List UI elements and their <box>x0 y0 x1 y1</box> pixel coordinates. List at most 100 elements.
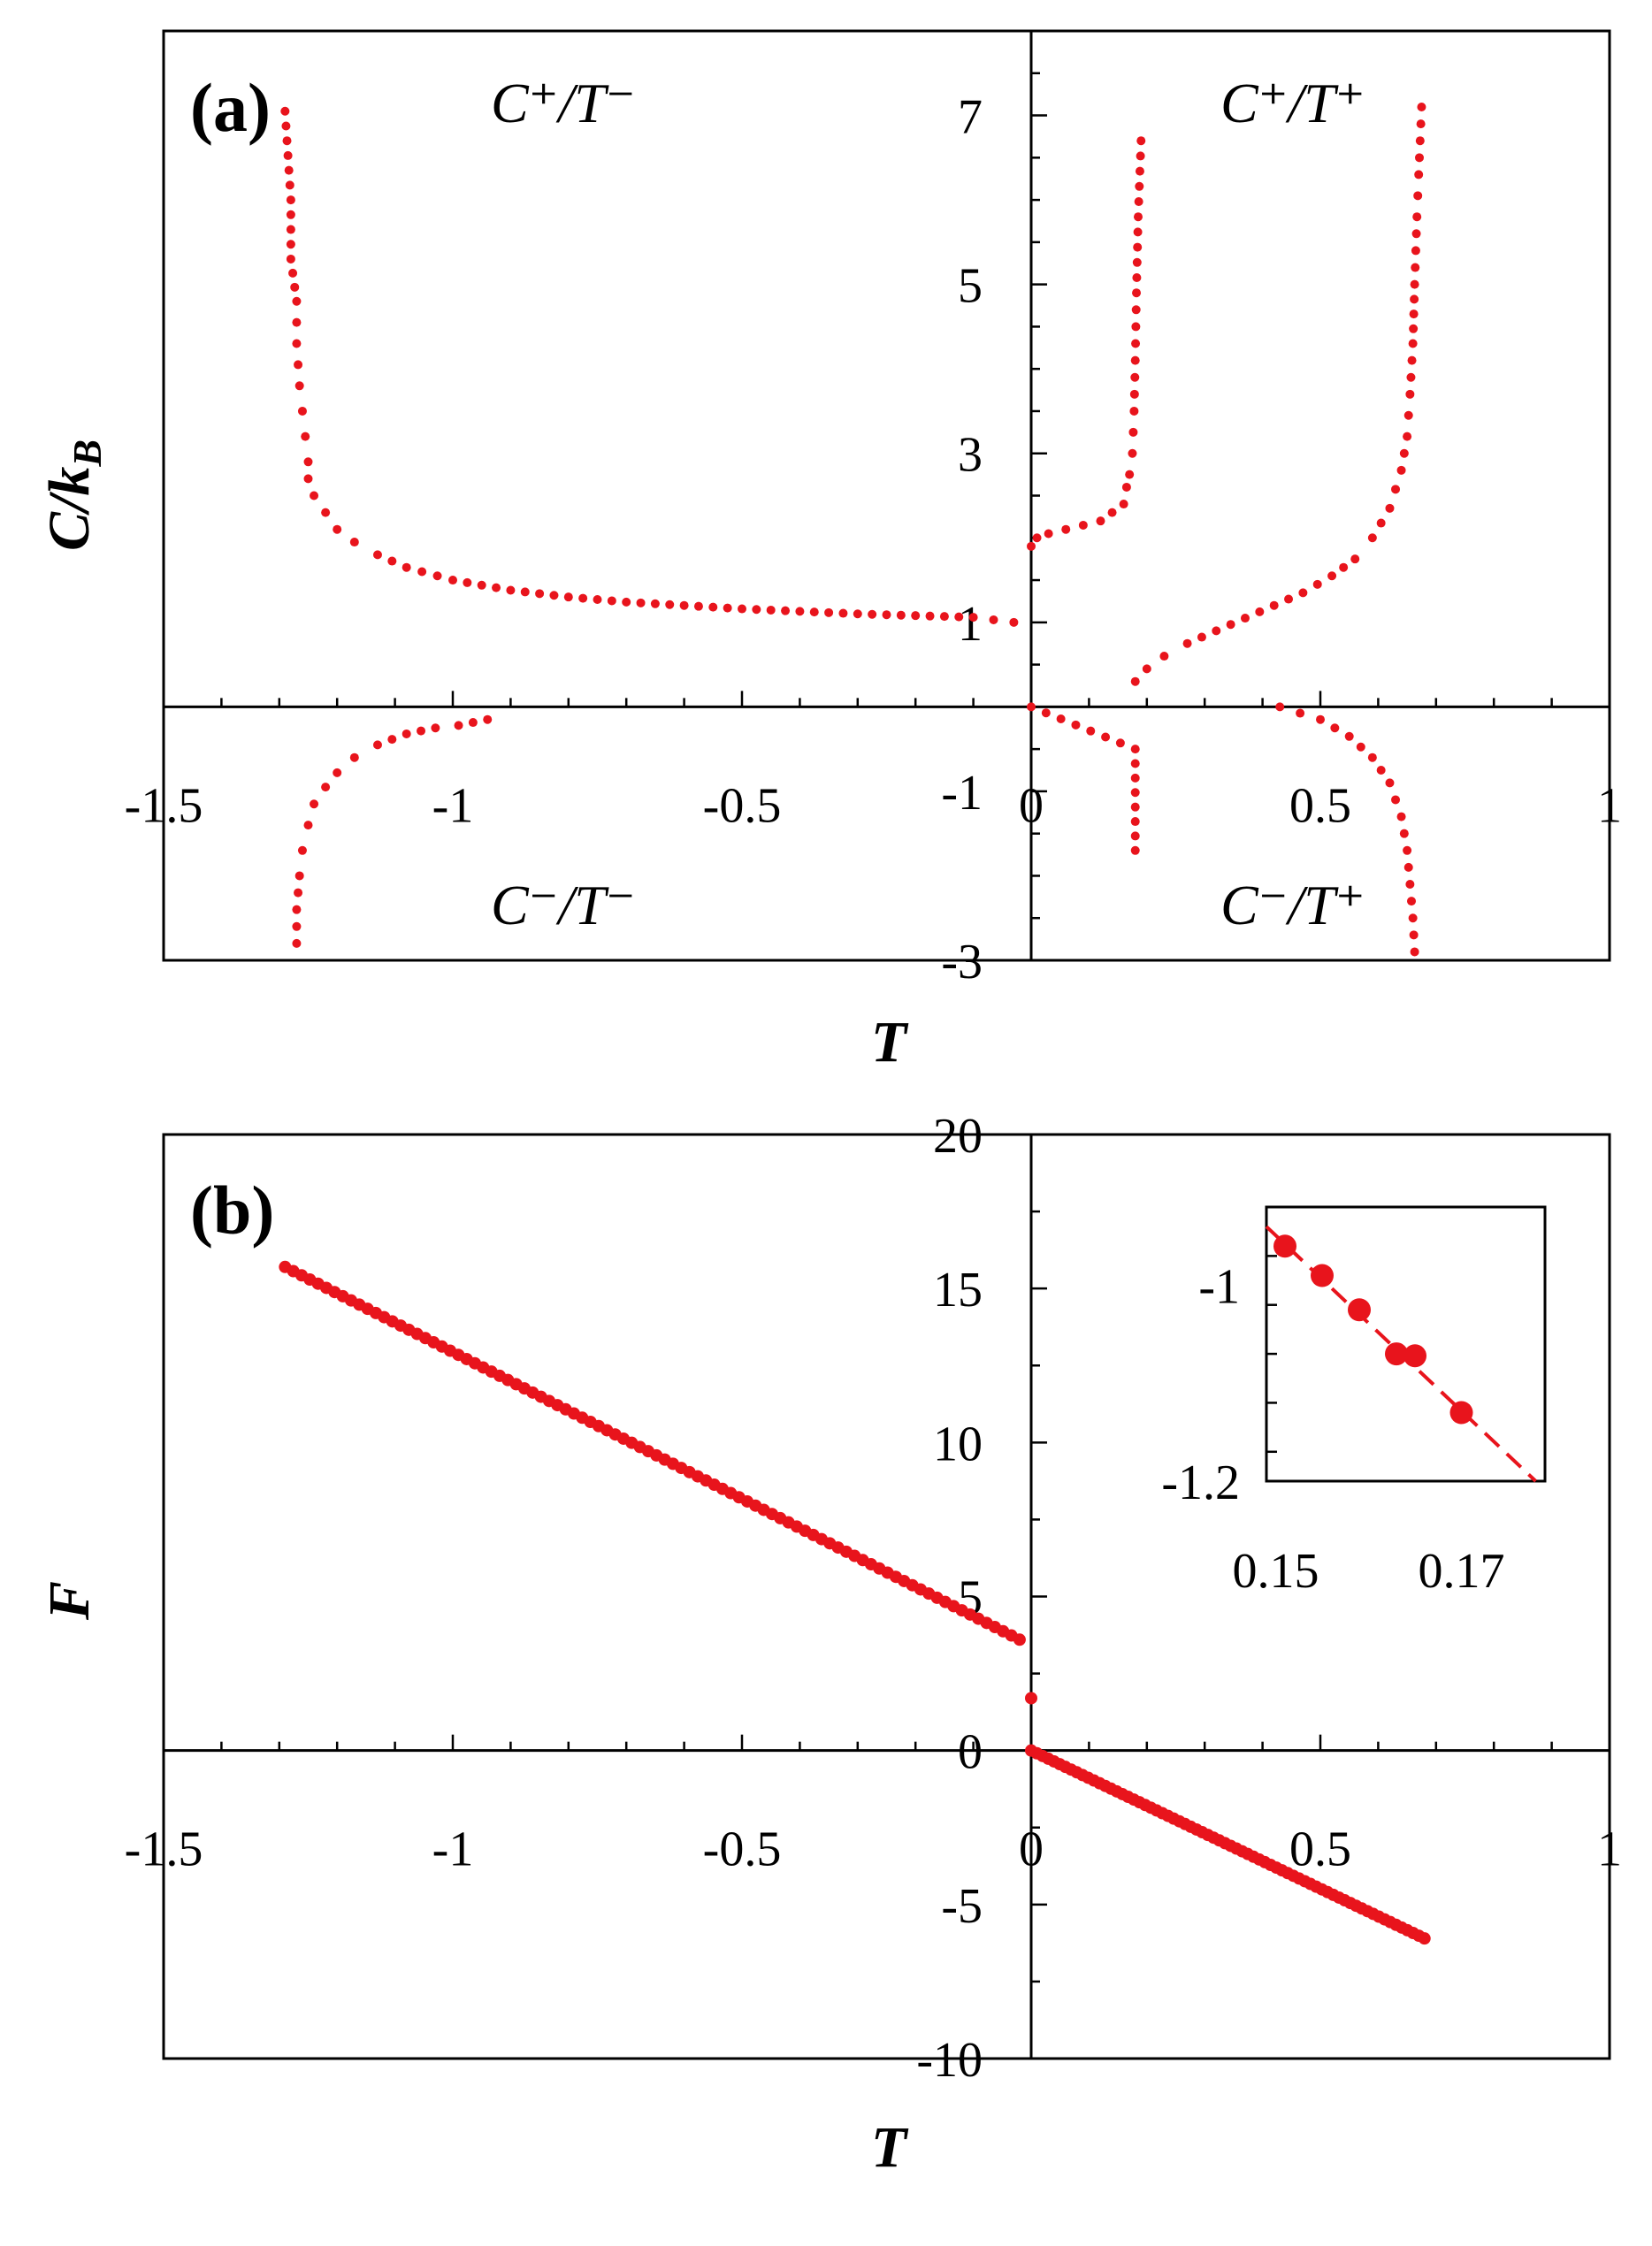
data-point <box>294 871 304 881</box>
data-point <box>1411 229 1421 239</box>
x-tick-label: 0.5 <box>1289 778 1351 833</box>
data-point <box>1131 322 1141 332</box>
data-point <box>290 282 300 292</box>
panel-b-inset: 0.15 0.17 -1 -1.2 <box>1161 1205 1547 1599</box>
data-point <box>723 603 732 613</box>
data-point <box>679 600 689 610</box>
data-point <box>1416 119 1426 129</box>
data-point <box>911 611 921 621</box>
data-point <box>1130 773 1140 783</box>
data-point <box>1133 227 1143 237</box>
data-point <box>824 607 834 617</box>
data-point <box>417 726 426 736</box>
data-point <box>989 615 998 624</box>
data-point <box>310 491 319 500</box>
data-point <box>1027 541 1036 551</box>
data-point <box>448 576 457 585</box>
x-tick-label: -1.5 <box>125 778 203 833</box>
data-point <box>563 592 573 602</box>
data-point <box>520 587 530 597</box>
data-point <box>1408 913 1418 923</box>
data-point <box>1121 482 1131 492</box>
data-point <box>939 612 949 622</box>
data-point <box>1133 242 1143 252</box>
data-point <box>282 136 292 146</box>
data-point <box>1125 470 1135 479</box>
data-point <box>738 604 746 614</box>
data-point <box>1240 614 1250 623</box>
x-tick-label: -1.5 <box>125 1822 203 1877</box>
inset-data-point <box>1403 1344 1426 1368</box>
data-point <box>896 610 906 620</box>
data-point <box>333 768 342 777</box>
inset-y-tick-label: -1.2 <box>1161 1455 1240 1510</box>
inset-x-tick-label: 0.17 <box>1419 1544 1505 1599</box>
x-tick-label: -1 <box>432 1822 474 1877</box>
region-label-top-right: C⁺/T⁺ <box>1220 72 1365 134</box>
data-point <box>1132 272 1142 282</box>
data-point <box>1131 339 1141 348</box>
data-point <box>1027 702 1036 712</box>
data-point <box>1409 324 1419 333</box>
data-point <box>506 585 516 595</box>
inset-data-point <box>1449 1401 1473 1425</box>
inset-data-point <box>1348 1298 1371 1322</box>
data-point <box>1130 372 1140 382</box>
data-point <box>468 718 478 728</box>
data-point <box>294 888 303 898</box>
data-point <box>1403 410 1413 420</box>
data-point <box>1407 355 1417 365</box>
data-point <box>1396 812 1406 821</box>
data-point <box>838 608 848 618</box>
data-point <box>284 165 294 175</box>
data-point <box>1367 533 1377 543</box>
y-tick-label: -5 <box>941 1879 983 1934</box>
data-point <box>1403 845 1412 855</box>
data-point <box>1078 520 1088 530</box>
data-point <box>387 735 397 745</box>
inset-data-point <box>1311 1264 1334 1287</box>
data-point <box>1367 752 1377 762</box>
data-point <box>1130 745 1140 754</box>
data-point <box>1385 778 1395 788</box>
inset-y-tick-labels: -1 -1.2 <box>1161 1260 1240 1510</box>
panel-a-frame <box>162 29 1611 962</box>
data-point <box>781 606 791 615</box>
data-point <box>1391 485 1401 494</box>
data-point <box>303 474 313 484</box>
data-point <box>665 600 675 609</box>
data-point <box>1128 427 1138 437</box>
panel-a-y-axis-title-main: C/k <box>37 467 102 551</box>
data-point <box>1197 632 1206 642</box>
data-point <box>795 607 805 616</box>
data-point <box>1130 802 1140 812</box>
data-point <box>954 612 964 622</box>
data-point <box>1013 1633 1026 1646</box>
data-point <box>882 610 891 620</box>
data-point <box>1101 732 1111 742</box>
y-tick-label: -10 <box>916 2033 983 2088</box>
data-point <box>1399 829 1409 838</box>
region-label-top-left: C⁺/T⁻ <box>491 72 636 134</box>
data-point <box>303 457 313 467</box>
data-point <box>463 577 472 587</box>
inset-ticks <box>1266 1205 1277 1454</box>
data-point <box>286 195 295 205</box>
data-point <box>1410 279 1419 289</box>
data-point <box>1133 212 1143 222</box>
panel-b-data-points <box>279 1260 1431 1945</box>
panel-a-y-axis-title-sub: B <box>65 439 110 468</box>
data-point <box>1129 406 1139 416</box>
y-tick-label: 10 <box>933 1417 983 1471</box>
data-point <box>1284 594 1294 604</box>
data-point <box>1130 788 1140 798</box>
data-point <box>1410 294 1419 304</box>
region-label-bottom-right: C⁻/T⁺ <box>1220 874 1365 936</box>
data-point <box>1269 600 1279 610</box>
data-point <box>1119 500 1128 509</box>
panel-a-x-tick-labels: -1.5 -1 -0.5 0 0.5 1 <box>125 778 1622 833</box>
data-point <box>1417 102 1426 111</box>
data-point <box>321 783 331 792</box>
